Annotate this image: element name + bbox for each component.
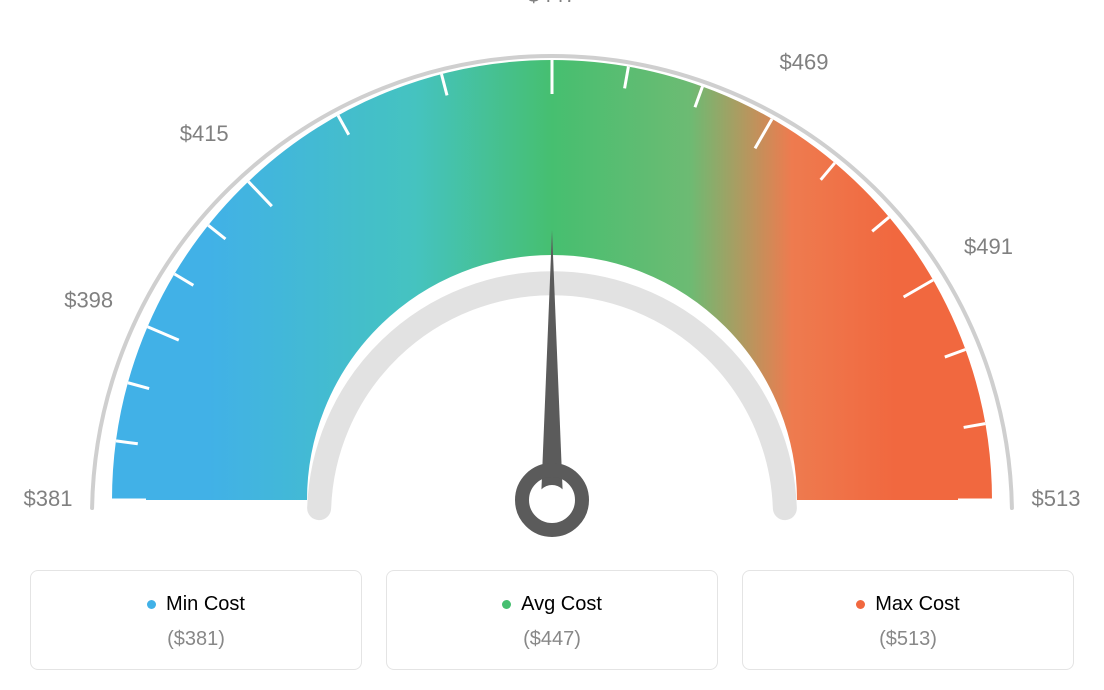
legend-label-avg: Avg Cost	[502, 593, 602, 616]
gauge-tick-label: $491	[964, 234, 1013, 259]
legend-value-min: ($381)	[41, 628, 351, 651]
gauge-tick-label: $398	[64, 287, 113, 312]
gauge-tick-label: $381	[24, 486, 73, 511]
gauge-tick-label: $513	[1032, 486, 1081, 511]
gauge-svg: $381 $398 $415 $447 $469 $491 $513	[0, 0, 1104, 560]
legend-text-avg: Avg Cost	[521, 593, 602, 616]
gauge-tick-label: $415	[180, 121, 229, 146]
gauge-tick-label: $469	[780, 49, 829, 74]
legend-text-max: Max Cost	[875, 593, 959, 616]
legend-row: Min Cost ($381) Avg Cost ($447) Max Cost…	[0, 570, 1104, 670]
gauge-chart: $381 $398 $415 $447 $469 $491 $513	[0, 0, 1104, 560]
legend-card-min: Min Cost ($381)	[30, 570, 362, 670]
legend-card-avg: Avg Cost ($447)	[386, 570, 718, 670]
legend-value-avg: ($447)	[397, 628, 707, 651]
gauge-tick-label: $447	[528, 0, 577, 7]
legend-card-max: Max Cost ($513)	[742, 570, 1074, 670]
legend-label-min: Min Cost	[147, 593, 245, 616]
legend-dot-avg	[502, 600, 511, 609]
legend-label-max: Max Cost	[856, 593, 959, 616]
legend-value-max: ($513)	[753, 628, 1063, 651]
legend-dot-min	[147, 600, 156, 609]
legend-dot-max	[856, 600, 865, 609]
legend-text-min: Min Cost	[166, 593, 245, 616]
